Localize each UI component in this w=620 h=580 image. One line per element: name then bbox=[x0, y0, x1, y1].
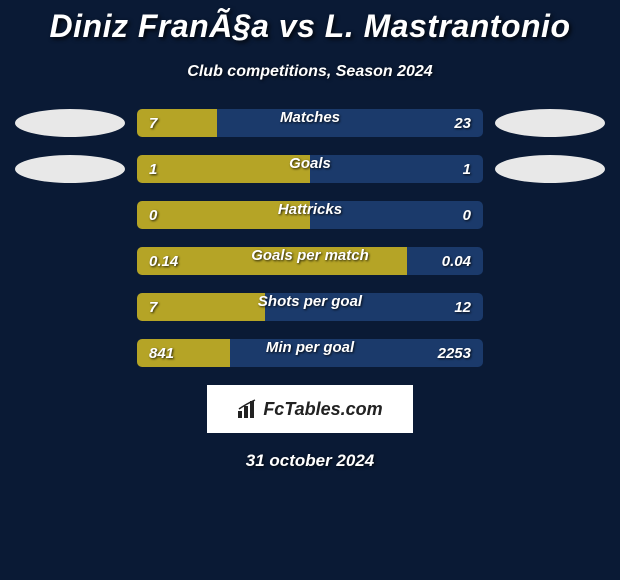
team-left-ellipse bbox=[15, 155, 125, 183]
bar-chart-icon bbox=[237, 399, 259, 419]
stat-label: Hattricks bbox=[137, 201, 483, 218]
subtitle: Club competitions, Season 2024 bbox=[0, 63, 620, 81]
stat-bar: 11Goals bbox=[137, 155, 483, 183]
stat-row: 0.140.04Goals per match bbox=[0, 247, 620, 275]
team-left-ellipse bbox=[15, 109, 125, 137]
stat-row: 00Hattricks bbox=[0, 201, 620, 229]
stat-label: Goals bbox=[137, 155, 483, 172]
stat-label: Shots per goal bbox=[137, 293, 483, 310]
stat-label: Min per goal bbox=[137, 339, 483, 356]
stat-row: 8412253Min per goal bbox=[0, 339, 620, 367]
fctables-logo: FcTables.com bbox=[207, 385, 413, 433]
stat-bar: 712Shots per goal bbox=[137, 293, 483, 321]
stats-list: 723Matches 11Goals 00Hattricks 0.140.04Goal… bbox=[0, 109, 620, 367]
stat-label: Goals per match bbox=[137, 247, 483, 264]
stat-bar: 00Hattricks bbox=[137, 201, 483, 229]
stat-row: 712Shots per goal bbox=[0, 293, 620, 321]
comparison-infographic: Diniz FranÃ§a vs L. Mastrantonio Club co… bbox=[0, 0, 620, 471]
logo-text: FcTables.com bbox=[263, 399, 382, 420]
stat-label: Matches bbox=[137, 109, 483, 126]
team-right-ellipse bbox=[495, 109, 605, 137]
stat-bar: 0.140.04Goals per match bbox=[137, 247, 483, 275]
stat-bar: 723Matches bbox=[137, 109, 483, 137]
team-right-ellipse bbox=[495, 155, 605, 183]
date-text: 31 october 2024 bbox=[0, 451, 620, 471]
page-title: Diniz FranÃ§a vs L. Mastrantonio bbox=[0, 8, 620, 45]
stat-row: 723Matches bbox=[0, 109, 620, 137]
stat-bar: 8412253Min per goal bbox=[137, 339, 483, 367]
stat-row: 11Goals bbox=[0, 155, 620, 183]
